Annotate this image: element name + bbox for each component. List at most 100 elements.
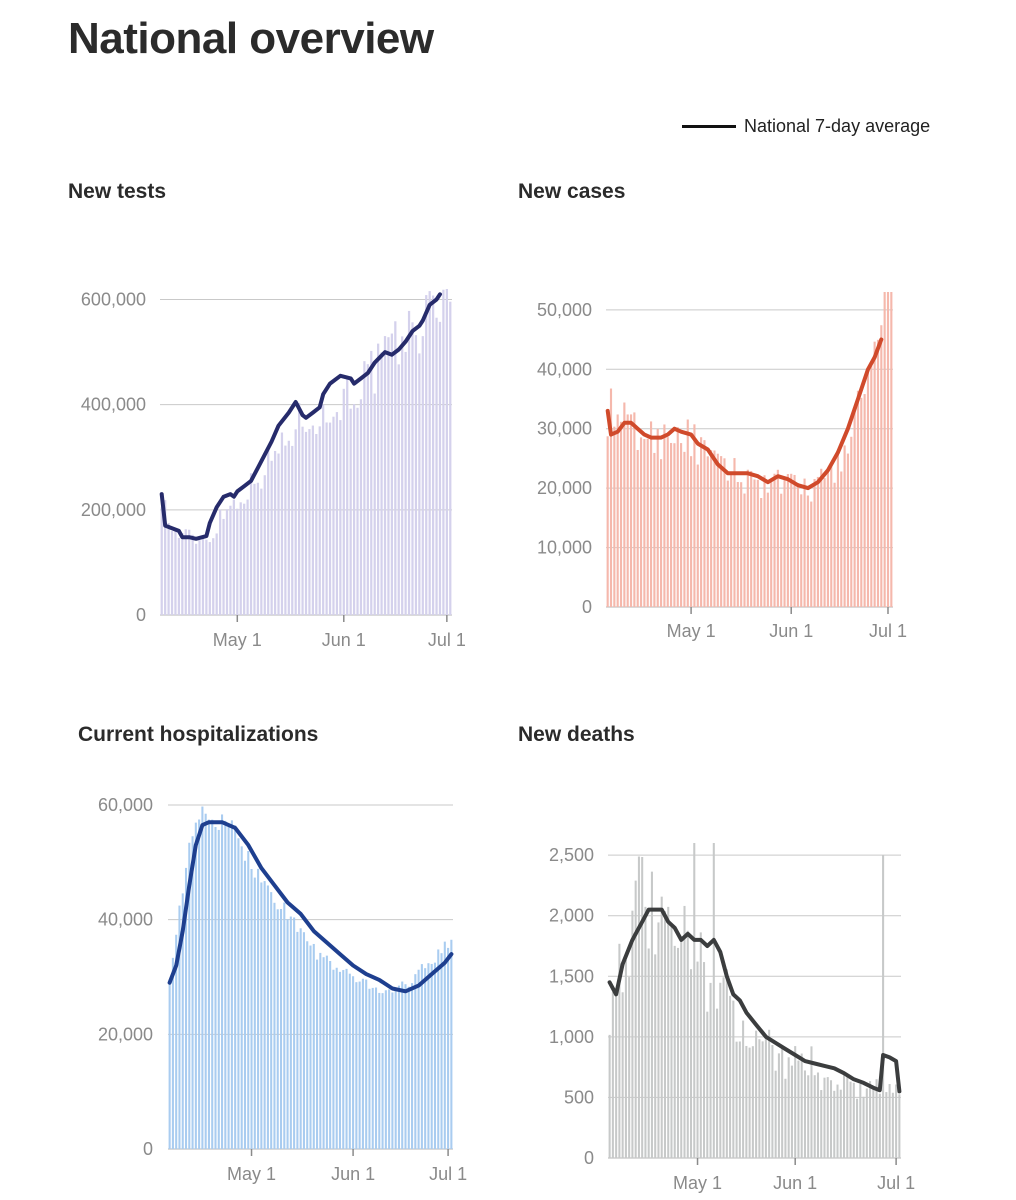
tests-bar xyxy=(366,364,369,615)
deaths-bar xyxy=(608,1034,611,1158)
deaths-bar xyxy=(654,954,657,1158)
hospitalizations-bar xyxy=(374,987,378,1149)
tests-bar xyxy=(191,534,194,615)
hospitalizations-bar xyxy=(355,982,358,1149)
tests-bar xyxy=(390,333,393,615)
tests-bar xyxy=(284,445,287,615)
cases-bar xyxy=(770,482,773,607)
tests-bar xyxy=(253,483,256,615)
cases-bar xyxy=(636,449,639,607)
deaths-bar xyxy=(781,1047,784,1158)
tests-bar xyxy=(273,450,277,615)
hospitalizations-bar xyxy=(283,902,286,1149)
cases-bar xyxy=(853,406,856,607)
deaths-bar xyxy=(761,1041,764,1158)
hospitalizations-bar xyxy=(194,822,197,1149)
cases-bar xyxy=(836,451,840,607)
cases-bar xyxy=(780,493,783,607)
hospitalizations-bar xyxy=(433,962,437,1149)
cases-bar xyxy=(633,412,636,607)
hospitalizations-bar xyxy=(312,943,315,1149)
cases-bar xyxy=(623,402,626,607)
cases-bar xyxy=(883,292,886,607)
tests-bar xyxy=(425,295,428,615)
hospitalizations-bar xyxy=(407,986,410,1149)
tests-bar xyxy=(370,350,373,615)
cases-bar xyxy=(830,466,833,607)
tests-bar xyxy=(335,412,339,615)
hospitalizations-bar xyxy=(391,992,394,1149)
legend-label: National 7-day average xyxy=(744,115,931,136)
deaths-bar xyxy=(865,1088,868,1158)
hospitalizations-bar xyxy=(302,932,305,1149)
deaths-bar xyxy=(657,922,660,1158)
deaths-bar xyxy=(790,1065,793,1158)
cases-bar xyxy=(696,464,699,607)
cases-chart: 0 10,000 20,000 30,000 40,000 50,000 May 1 Jun … xyxy=(537,292,907,641)
cases-bar xyxy=(880,325,883,607)
deaths-bar xyxy=(777,1053,780,1158)
hospitalizations-bar xyxy=(296,931,299,1149)
tests-bar xyxy=(383,336,387,615)
chart-title-current-hospitalizations: Current hospitalizations xyxy=(78,723,319,746)
tests-bar xyxy=(232,499,235,615)
tests-bar xyxy=(431,295,435,615)
cases-bar xyxy=(873,341,876,607)
cases-bar xyxy=(843,445,846,607)
deaths-bar xyxy=(716,1008,719,1158)
tests-bar xyxy=(428,291,431,615)
deaths-bar xyxy=(611,991,614,1158)
tests-bar xyxy=(435,317,438,615)
deaths-bar xyxy=(888,1084,891,1158)
deaths-bar xyxy=(839,1089,842,1158)
cases-bar xyxy=(736,482,739,607)
tests-bar xyxy=(308,429,311,615)
deaths-bar xyxy=(843,1072,846,1158)
cases-bar xyxy=(659,459,663,607)
cases-bar xyxy=(826,471,829,607)
deaths-bar xyxy=(771,1045,774,1158)
tests-x-tick-label: May 1 xyxy=(213,630,262,650)
hospitalizations-bar xyxy=(338,971,342,1149)
hospitalizations-bar xyxy=(171,957,174,1149)
tests-x-tick-label: Jul 1 xyxy=(428,630,466,650)
hospitalizations-bar xyxy=(397,985,400,1149)
cases-bar xyxy=(753,479,756,607)
tests-bar xyxy=(225,509,229,615)
cases-bar xyxy=(619,421,623,607)
deaths-bar xyxy=(875,1079,878,1158)
hospitalizations-bar xyxy=(224,820,227,1149)
cases-bar xyxy=(680,443,683,607)
deaths-bar xyxy=(816,1072,820,1158)
cases-bar xyxy=(823,478,826,607)
cases-bar xyxy=(760,498,763,607)
tests-bar xyxy=(184,529,187,615)
tests-bar xyxy=(222,518,225,615)
tests-bar xyxy=(167,522,170,615)
cases-y-tick-label: 50,000 xyxy=(537,300,592,320)
deaths-bar xyxy=(725,969,728,1158)
deaths-bar xyxy=(732,1000,735,1158)
deaths-bar xyxy=(856,1098,859,1158)
deaths-x-tick-label: Jul 1 xyxy=(877,1173,915,1193)
cases-bar xyxy=(656,428,659,607)
hospitalizations-bar xyxy=(293,917,296,1149)
hospitalizations-y-tick-label: 40,000 xyxy=(98,910,153,930)
deaths-bar xyxy=(745,1045,748,1158)
deaths-y-tick-label: 2,000 xyxy=(549,906,594,926)
legend: National 7-day average xyxy=(682,114,930,138)
deaths-bar xyxy=(712,843,715,1158)
cases-bar xyxy=(629,414,633,607)
tests-bar xyxy=(219,509,222,615)
cases-x-tick-label: Jun 1 xyxy=(769,621,813,641)
deaths-bar xyxy=(823,1077,826,1158)
hospitalizations-bar xyxy=(450,939,453,1149)
deaths-bar xyxy=(703,962,706,1158)
deaths-bar xyxy=(624,960,627,1158)
hospitalizations-bar xyxy=(240,846,243,1149)
tests-bar xyxy=(356,407,359,615)
tests-bar xyxy=(418,353,421,615)
deaths-bar xyxy=(826,1077,829,1158)
deaths-bar xyxy=(810,1046,813,1158)
deaths-bar xyxy=(709,982,712,1158)
